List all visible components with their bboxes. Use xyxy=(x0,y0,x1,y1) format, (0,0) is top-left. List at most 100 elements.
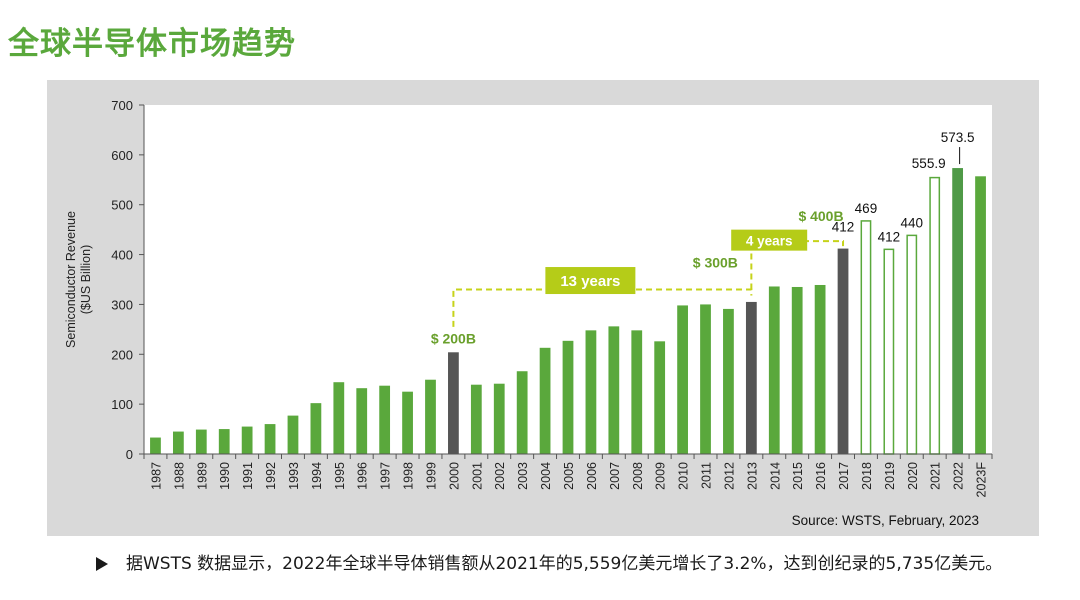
bar-2016 xyxy=(814,284,826,454)
x-tick-label: 1998 xyxy=(402,462,416,490)
bar-1987 xyxy=(150,437,161,454)
x-tick-label: 2016 xyxy=(814,462,828,490)
x-tick-label: 2001 xyxy=(470,462,484,490)
x-tick-label: 1992 xyxy=(264,462,278,490)
bar-2020 xyxy=(906,234,918,455)
y-tick-label: 300 xyxy=(111,297,133,312)
x-tick-label: 2020 xyxy=(906,462,920,490)
x-tick-label: 1990 xyxy=(218,462,232,490)
bar-1989 xyxy=(195,429,207,454)
y-tick-label: 600 xyxy=(111,148,133,163)
bar-2007 xyxy=(608,326,620,454)
y-tick-label: 100 xyxy=(111,397,133,412)
bar-1997 xyxy=(379,385,391,454)
revenue-bar-chart: 0 100 200 300 400 500 600 700 Semiconductor Reve… xyxy=(64,98,993,528)
chart-source: Source: WSTS, February, 2023 xyxy=(792,513,979,528)
y-tick-label: 500 xyxy=(111,198,133,213)
span-label-2013-2017: 4 years xyxy=(746,234,793,249)
bar-2022 xyxy=(952,168,964,454)
data-label-2018: 469 xyxy=(855,201,878,216)
data-label-2021: 555.9 xyxy=(912,156,946,171)
x-tick-label: 2004 xyxy=(539,462,553,490)
x-tick-label: 2010 xyxy=(677,462,691,490)
bar-1991 xyxy=(241,426,253,454)
bar-2002 xyxy=(493,383,505,454)
x-tick-label: 2000 xyxy=(447,462,461,490)
bar-2005 xyxy=(562,340,574,454)
data-label-2020: 440 xyxy=(901,216,924,231)
page-title: 全球半导体市场趋势 xyxy=(8,26,296,62)
x-tick-label: 2009 xyxy=(654,462,668,490)
x-tick-label: 1999 xyxy=(424,462,438,490)
data-label-2022: 573.5 xyxy=(941,130,975,145)
x-tick-label: 1991 xyxy=(241,462,255,490)
x-tick-label: 2018 xyxy=(860,462,874,490)
milestone-2000: $ 200B xyxy=(431,330,476,346)
y-tick-label: 0 xyxy=(126,447,133,462)
x-tick-label: 1994 xyxy=(310,462,324,490)
span-callout-2000-2013 xyxy=(545,267,636,295)
data-label-2017: 412 xyxy=(832,220,855,235)
x-tick-label: 2003 xyxy=(516,462,530,490)
y-axis-title-line: ($US Billion) xyxy=(79,245,93,314)
bar-1994 xyxy=(310,403,322,454)
x-tick-label: 1997 xyxy=(379,462,393,490)
y-tick-label: 700 xyxy=(111,98,133,113)
x-tick-label: 1987 xyxy=(149,462,163,490)
x-tick-label: 1993 xyxy=(287,462,301,490)
bar-1998 xyxy=(402,391,413,454)
bar-1993 xyxy=(287,415,299,454)
x-tick-label: 2011 xyxy=(700,462,714,489)
bar-1990 xyxy=(218,429,230,454)
bar-2017 xyxy=(837,248,849,454)
bar-2015 xyxy=(791,286,803,454)
bar-2006 xyxy=(585,330,597,454)
bar-2018 xyxy=(860,220,872,455)
data-label-2019: 412 xyxy=(878,230,901,245)
x-tick-label: 1995 xyxy=(333,462,347,490)
x-tick-label: 2008 xyxy=(631,462,645,490)
bar-2012 xyxy=(723,308,734,454)
x-tick-label: 2022 xyxy=(952,462,966,490)
bar-2010 xyxy=(677,305,688,454)
x-tick-label: 1989 xyxy=(195,462,209,490)
x-tick-label: 2005 xyxy=(562,462,576,490)
bar-1996 xyxy=(356,388,368,454)
x-tick-label: 2023F xyxy=(975,462,989,498)
x-tick-label: 2019 xyxy=(883,462,897,490)
bar-2013 xyxy=(745,301,757,454)
x-tick-label: 2017 xyxy=(837,462,851,490)
y-tick-label: 400 xyxy=(111,248,133,263)
bar-2000 xyxy=(448,352,459,454)
milestone-2013: $ 300B xyxy=(693,255,738,271)
x-tick-label: 2021 xyxy=(929,462,943,490)
bar-2011 xyxy=(700,304,711,454)
span-callout-2013-2017 xyxy=(731,229,808,251)
bar-2001 xyxy=(470,384,482,454)
chart-panel: 0 100 200 300 400 500 600 700 Semiconductor Reve… xyxy=(47,80,1039,536)
bar-2014 xyxy=(768,286,780,454)
bar-2023F xyxy=(975,176,986,454)
x-tick-label: 2006 xyxy=(585,462,599,490)
x-tick-label: 2002 xyxy=(493,462,507,490)
bar-2003 xyxy=(516,371,528,454)
bar-1992 xyxy=(264,424,276,454)
bar-2009 xyxy=(654,341,666,454)
x-tick-label: 2013 xyxy=(745,462,759,490)
bar-1999 xyxy=(425,379,436,454)
x-tick-label: 2014 xyxy=(768,462,782,490)
milestone-2017: $ 400B xyxy=(798,208,843,224)
y-axis-title: Semiconductor Revenue($US Billion) xyxy=(64,211,93,348)
summary-text: 据WSTS 数据显示，2022年全球半导体销售额从2021年的5,559亿美元增… xyxy=(126,554,1003,574)
x-tick-label: 2012 xyxy=(722,462,736,490)
x-tick-label: 2007 xyxy=(608,462,622,490)
bar-1995 xyxy=(333,382,345,454)
x-tick-label: 1988 xyxy=(172,462,186,490)
bar-2019 xyxy=(883,248,895,455)
y-tick-label: 200 xyxy=(111,347,133,362)
x-tick-label: 1996 xyxy=(356,462,370,490)
x-tick-label: 2015 xyxy=(791,462,805,490)
bar-2004 xyxy=(539,347,551,454)
y-axis-title-line: Semiconductor Revenue xyxy=(64,211,78,348)
bar-1988 xyxy=(172,431,184,454)
